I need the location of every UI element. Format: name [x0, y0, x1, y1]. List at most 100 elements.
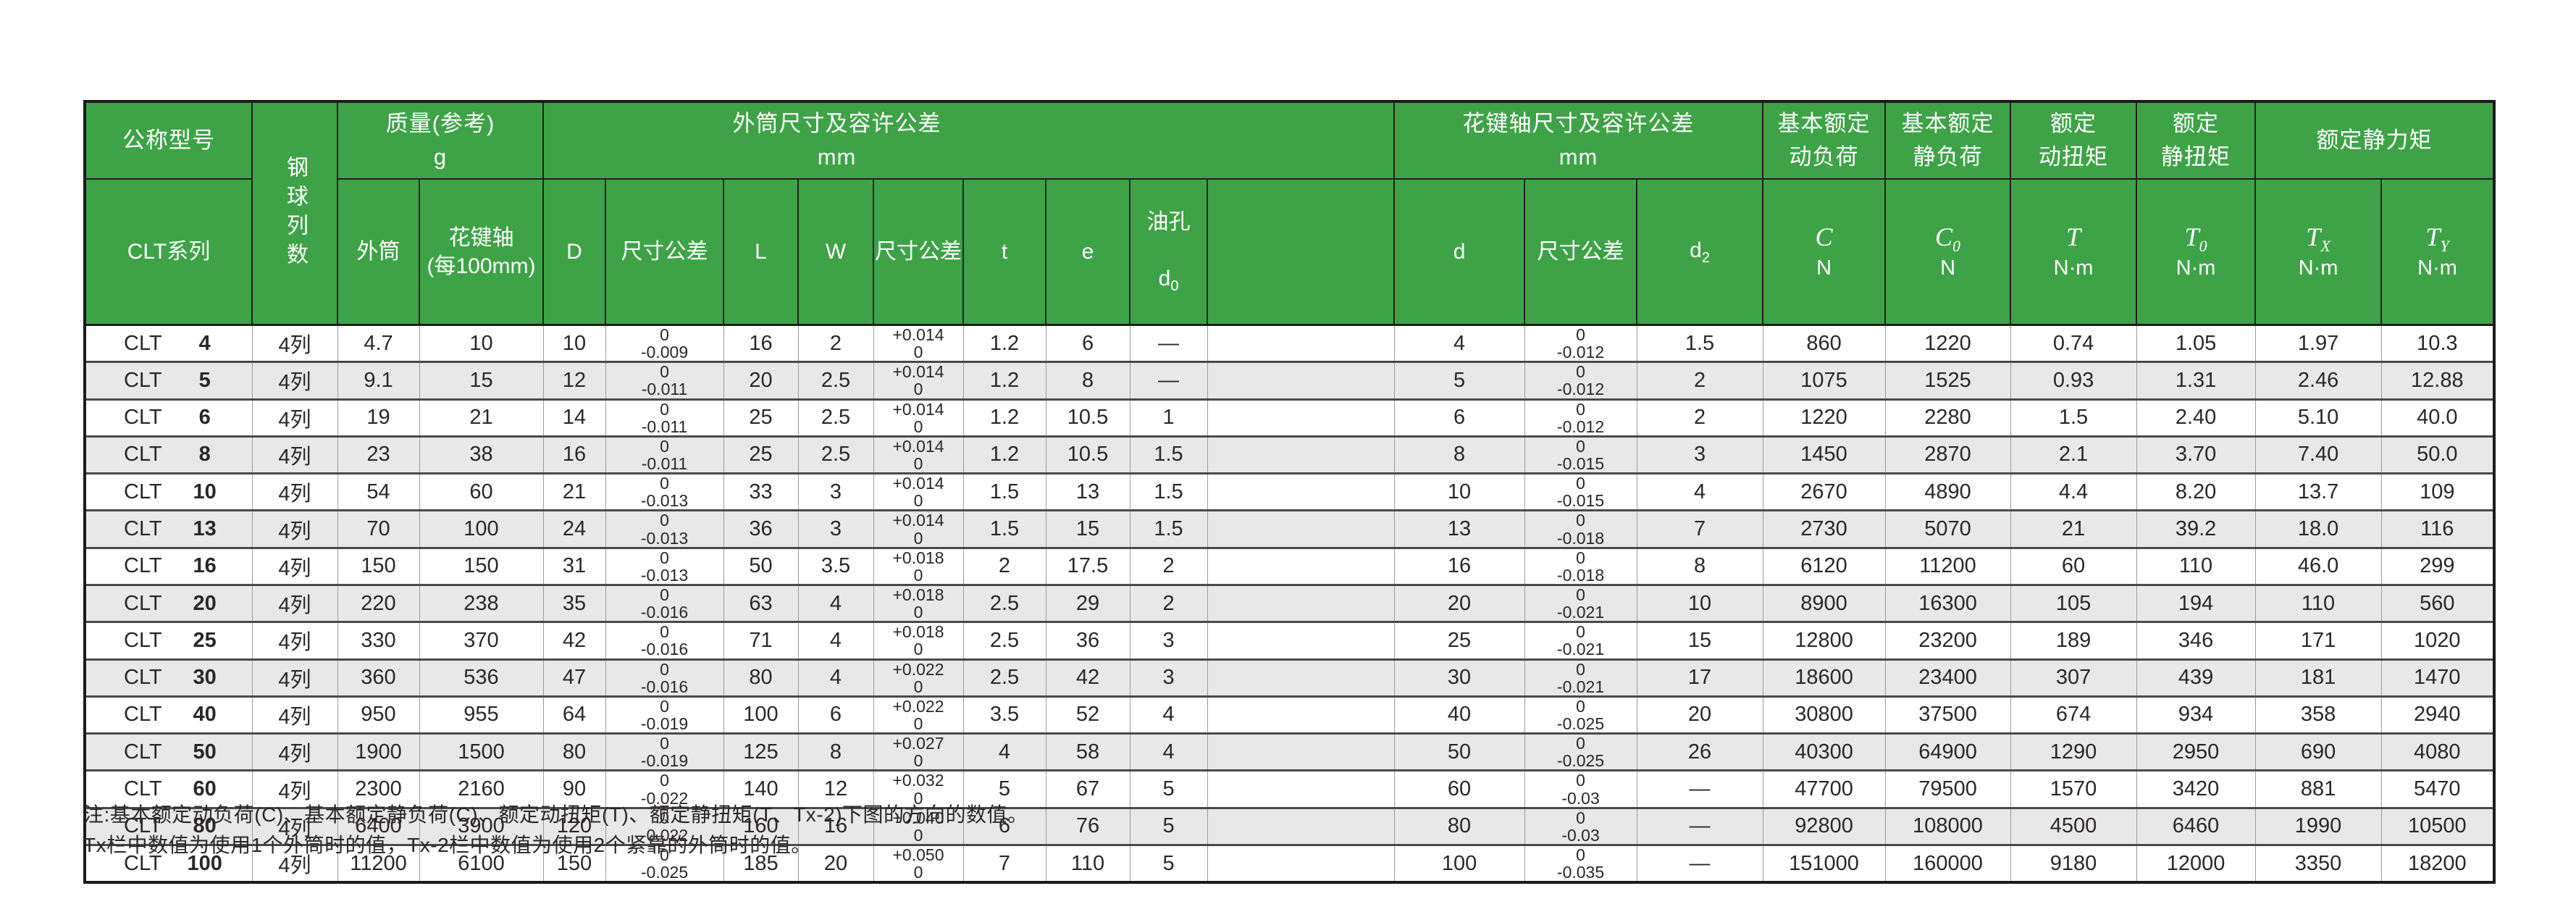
cell-mass_cyl: 950: [337, 695, 420, 735]
cell-mass_shaft: 150: [419, 546, 544, 586]
cell-C0: 23200: [1884, 621, 2011, 661]
cell-mass_shaft: 955: [419, 695, 544, 735]
cell-W_tol: +0.022 0: [873, 695, 964, 735]
cell-Tx: 7.40: [2254, 435, 2382, 475]
header-outer-dims-group: 外筒尺寸及容许公差 mm: [542, 101, 1130, 180]
cell-d: 30: [1393, 658, 1525, 698]
cell-blank: [1207, 323, 1395, 364]
table-row: CLT 4 4列 4.7 10 10 0 -0.009 16 2 +0.014 0 1.2 6—4 0 -0.…: [84, 323, 2495, 364]
cell-W: 4: [797, 621, 874, 661]
cell-mass_shaft: 21: [419, 398, 544, 438]
header-mass-cylinder: 外筒: [337, 178, 420, 326]
cell-W: 2: [797, 323, 874, 364]
table-row: CLT 20 4列 220 238 35 0 -0.016 63 4 +0.018 0 2.5 29 2 20…: [84, 583, 2495, 624]
cell-mass_shaft: 60: [419, 472, 544, 512]
cell-mass_cyl: 9.1: [337, 361, 420, 401]
cell-W: 2.5: [797, 435, 874, 475]
cell-blank: [1207, 546, 1395, 586]
cell-t: 4: [962, 732, 1046, 772]
cell-ball: 4列: [251, 806, 338, 846]
cell-t: 1.5: [962, 472, 1046, 512]
cell-e: 10.5: [1045, 398, 1130, 438]
cell-W_tol: +0.018 0: [873, 583, 964, 624]
footnote-line1: 注:基本额定动负荷(C)、基本额定静负荷(C)、额定动扭矩(T)、额定静扭矩(T…: [83, 803, 1028, 826]
cell-model: CLT 4: [84, 323, 253, 364]
cell-D_tol: 0 -0.013: [605, 472, 724, 512]
cell-mass_cyl: 360: [337, 658, 420, 698]
table-header: 公称型号 钢球列数 质量(参考) g 外筒尺寸及容许公差 mm 花键轴尺寸及容许…: [84, 101, 2496, 326]
cell-T0: 1.31: [2136, 361, 2256, 401]
cell-C0: 160000: [1884, 843, 2011, 884]
cell-d: 20: [1393, 583, 1525, 624]
cell-t: 1.2: [962, 398, 1046, 438]
cell-ball: 4列: [251, 658, 338, 698]
cell-T0: 439: [2136, 658, 2256, 698]
cell-blank: [1207, 583, 1395, 624]
cell-blank: [1207, 806, 1395, 846]
cell-d2: 20: [1636, 695, 1763, 735]
cell-blank: [1207, 509, 1395, 549]
cell-mass_cyl: 70: [337, 509, 420, 549]
cell-W_tol: +0.014 0: [873, 361, 964, 401]
cell-d_tol: 0 -0.015: [1524, 435, 1637, 475]
cell-oil: —: [1129, 361, 1208, 401]
cell-W: 16: [797, 806, 874, 846]
cell-T: 1290: [2010, 732, 2137, 772]
cell-W: 4: [797, 583, 874, 624]
cell-ball: 4列: [251, 361, 338, 401]
cell-ball: 4列: [251, 583, 338, 624]
cell-W: 3.5: [797, 546, 874, 586]
cell-D: 10: [542, 323, 606, 364]
cell-T: 105: [2010, 583, 2137, 624]
table-row: CLT 10 4列 54 60 21 0 -0.013 33 3 +0.014 0 1.5 13 1.5 10…: [84, 472, 2495, 512]
cell-T0: 39.2: [2136, 509, 2256, 549]
oil-hole-symbol: d0: [1158, 267, 1179, 294]
cell-L: 20: [723, 361, 799, 401]
header-col-d-tol: 尺寸公差: [1524, 178, 1638, 326]
cell-W_tol: +0.018 0: [873, 546, 964, 586]
cell-L: 36: [723, 509, 799, 549]
cell-D: 14: [542, 398, 606, 438]
cell-T0: 346: [2136, 621, 2256, 661]
cell-C: 6120: [1762, 546, 1886, 586]
cell-d_tol: 0 -0.021: [1524, 621, 1637, 661]
cell-d: 16: [1393, 546, 1525, 586]
cell-D_tol: 0 -0.022: [605, 769, 724, 809]
cell-D_tol: 0 -0.011: [605, 398, 724, 438]
cell-W: 20: [797, 843, 874, 884]
cell-T: 189: [2010, 621, 2137, 661]
cell-W: 6: [797, 695, 874, 735]
cell-d: 80: [1393, 806, 1525, 846]
table-row: CLT 60 4列 2300 2160 90 0 -0.022 140 12 +0.032 0 5 67 5…: [84, 769, 2495, 809]
cell-L: 185: [723, 843, 799, 884]
cell-d_tol: 0 -0.03: [1524, 769, 1637, 809]
cell-e: 29: [1045, 583, 1130, 624]
cell-blank: [1207, 843, 1395, 884]
cell-L: 33: [723, 472, 799, 512]
cell-t: 1.2: [962, 361, 1046, 401]
header-sym-Tx: TX N·m: [2254, 178, 2383, 326]
cell-L: 63: [723, 583, 799, 624]
cell-T: 674: [2010, 695, 2137, 735]
cell-t: 1.5: [962, 509, 1046, 549]
cell-blank: [1207, 472, 1395, 512]
cell-T0: 3420: [2136, 769, 2256, 809]
cell-mass_cyl: 1900: [337, 732, 420, 772]
cell-Tx: 1990: [2254, 806, 2382, 846]
cell-C0: 4890: [1884, 472, 2011, 512]
cell-model: CLT 5: [84, 361, 253, 401]
cell-C0: 1525: [1884, 361, 2011, 401]
cell-d_tol: 0 -0.012: [1524, 398, 1637, 438]
header-col-L: L: [723, 178, 799, 326]
cell-e: 6: [1045, 323, 1130, 364]
cell-ball: 4列: [251, 732, 338, 772]
cell-C0: 79500: [1884, 769, 2011, 809]
cell-d_tol: 0 -0.015: [1524, 472, 1637, 512]
cell-mass_shaft: 15: [419, 361, 544, 401]
cell-D: 80: [542, 732, 606, 772]
cell-C0: 5070: [1884, 509, 2011, 549]
cell-d2: 2: [1636, 361, 1763, 401]
cell-T: 21: [2010, 509, 2137, 549]
cell-ball: 4列: [251, 546, 338, 586]
